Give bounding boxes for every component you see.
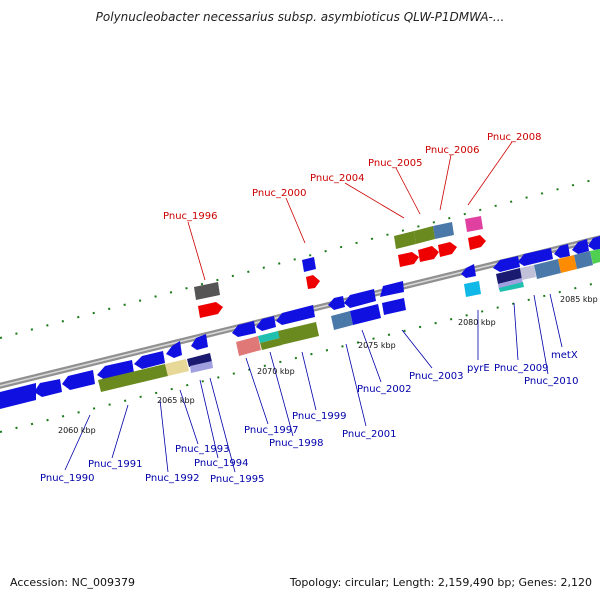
kbp-label: 2060 kbp: [58, 426, 96, 435]
gene-block-teal[interactable]: [258, 331, 280, 343]
gene-arrow[interactable]: [493, 256, 520, 272]
kbp-label: 2085 kbp: [560, 295, 598, 304]
gene-arrow-red[interactable]: [306, 275, 320, 289]
gene-label[interactable]: Pnuc_2008: [487, 132, 541, 143]
gene-block-green[interactable]: [278, 322, 319, 345]
gene-label[interactable]: Pnuc_2009: [494, 363, 548, 374]
gene-block-steel[interactable]: [433, 222, 454, 239]
gene-arrow[interactable]: [166, 341, 182, 358]
reverse-strand-genes: [0, 236, 600, 409]
gene-label[interactable]: Pnuc_2004: [310, 173, 364, 184]
gene-label[interactable]: Pnuc_1999: [292, 411, 346, 422]
gene-label[interactable]: Pnuc_2003: [409, 371, 463, 382]
forward-gene-labels: Pnuc_1996 Pnuc_2000 Pnuc_2004 Pnuc_2005 …: [163, 132, 541, 222]
gene-label[interactable]: Pnuc_1997: [244, 425, 298, 436]
gene-block-teal[interactable]: [499, 282, 524, 292]
kbp-label: 2075 kbp: [358, 341, 396, 350]
gene-label[interactable]: Pnuc_1998: [269, 438, 323, 449]
gene-arrow[interactable]: [302, 257, 316, 272]
gene-label[interactable]: Pnuc_1996: [163, 211, 217, 222]
gene-label[interactable]: Pnuc_1990: [40, 473, 94, 484]
gene-label[interactable]: Pnuc_2002: [357, 384, 411, 395]
gene-label[interactable]: Pnuc_2006: [425, 145, 479, 156]
gene-label[interactable]: Pnuc_2001: [342, 429, 396, 440]
gene-label[interactable]: pyrE: [467, 363, 490, 374]
kbp-label: 2065 kbp: [157, 396, 195, 405]
kbp-label: 2070 kbp: [257, 367, 295, 376]
gene-label[interactable]: Pnuc_2005: [368, 158, 422, 169]
gene-arrow[interactable]: [572, 239, 589, 254]
gene-arrow[interactable]: [588, 236, 600, 250]
gene-block-salmon[interactable]: [236, 336, 261, 356]
gene-arrow[interactable]: [344, 289, 376, 308]
gene-block-gray[interactable]: [194, 282, 220, 300]
gene-block-steel[interactable]: [574, 251, 593, 269]
gene-label[interactable]: Pnuc_1991: [88, 459, 142, 470]
gene-block-lime[interactable]: [590, 249, 600, 264]
gene-arrow-red[interactable]: [398, 252, 419, 267]
gene-block-steel[interactable]: [331, 311, 353, 330]
gene-arrow[interactable]: [276, 305, 315, 325]
gene-arrow-red[interactable]: [468, 235, 486, 250]
gene-label[interactable]: Pnuc_1995: [210, 474, 264, 485]
gene-block-navy[interactable]: [496, 268, 522, 284]
reverse-gene-labels: Pnuc_1990 Pnuc_1991 Pnuc_1992 Pnuc_1993 …: [40, 350, 578, 485]
gene-arrow[interactable]: [134, 351, 165, 369]
gene-arrow[interactable]: [461, 264, 476, 278]
gene-label[interactable]: Pnuc_1992: [145, 473, 199, 484]
gene-arrow[interactable]: [232, 321, 256, 337]
label-leaders: [64, 141, 563, 473]
gene-arrow[interactable]: [328, 296, 345, 310]
gene-arrow[interactable]: [256, 316, 276, 331]
accession-text: Accession: NC_009379: [10, 576, 136, 589]
gene-block-steel[interactable]: [534, 259, 561, 279]
gene-arrow[interactable]: [350, 304, 381, 325]
gene-arrow[interactable]: [191, 334, 208, 350]
gene-arrow[interactable]: [34, 379, 62, 397]
gene-label[interactable]: metX: [551, 350, 578, 361]
gene-block-green[interactable]: [414, 226, 435, 244]
gene-arrow[interactable]: [62, 370, 95, 390]
gene-block-green[interactable]: [394, 231, 416, 249]
position-labels: 2060 kbp 2065 kbp 2070 kbp 2075 kbp 2080…: [58, 295, 598, 435]
kbp-label: 2080 kbp: [458, 318, 496, 327]
gene-arrow[interactable]: [518, 248, 553, 266]
lower-tick-track: [0, 281, 600, 433]
gene-arrow-red[interactable]: [198, 302, 223, 318]
gene-arrow-red[interactable]: [418, 246, 439, 262]
gene-label[interactable]: Pnuc_1993: [175, 444, 229, 455]
gene-arrow[interactable]: [380, 281, 404, 297]
genome-stats-text: Topology: circular; Length: 2,159,490 bp…: [289, 576, 592, 589]
gene-block-tan[interactable]: [165, 359, 189, 376]
gene-block-lightgray[interactable]: [520, 265, 536, 280]
gene-label[interactable]: Pnuc_2010: [524, 376, 578, 387]
gene-label[interactable]: Pnuc_2000: [252, 188, 306, 199]
gene-block-lavender[interactable]: [190, 361, 213, 373]
gene-arrow[interactable]: [554, 244, 570, 258]
forward-strand-genes: [194, 216, 486, 318]
gene-block-orange[interactable]: [558, 255, 577, 273]
gene-arrow-red[interactable]: [438, 242, 457, 257]
gene-arrow[interactable]: [382, 298, 406, 315]
gene-block-pink[interactable]: [465, 216, 483, 232]
gene-block-cyan[interactable]: [464, 281, 481, 297]
gene-label[interactable]: Pnuc_1994: [194, 458, 248, 469]
gene-block-green[interactable]: [98, 364, 168, 392]
gene-block-green[interactable]: [260, 338, 282, 350]
gene-arrow[interactable]: [0, 383, 36, 406]
gene-block-navy[interactable]: [187, 353, 212, 367]
map-title: Polynucleobacter necessarius subsp. asym…: [95, 10, 505, 24]
